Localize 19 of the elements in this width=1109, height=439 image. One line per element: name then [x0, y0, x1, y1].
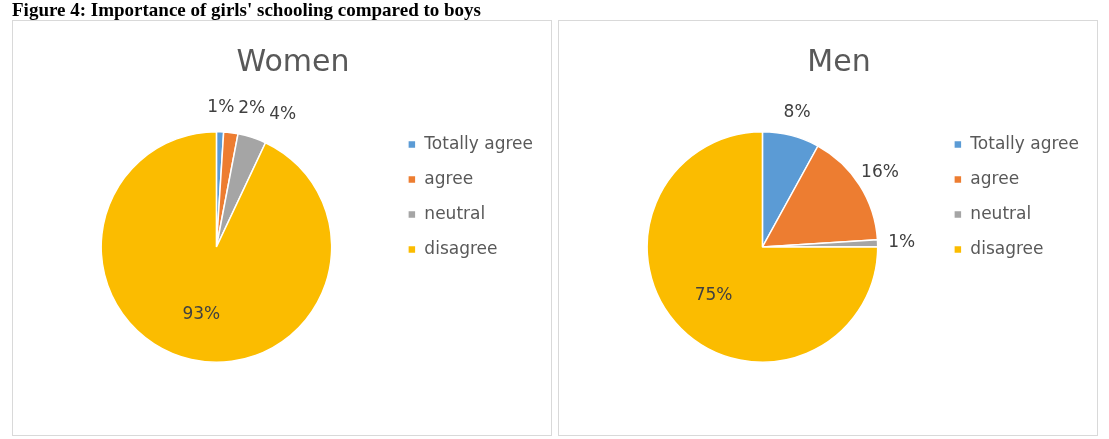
data-label: 1% [207, 96, 235, 117]
data-label: 75% [694, 284, 733, 305]
legend-label: agree [970, 167, 1020, 188]
legend-label: disagree [970, 237, 1044, 258]
data-label: 16% [861, 160, 899, 181]
caption: Figure 4: Importance of girls' schooling compared to boys [11, 0, 482, 20]
legend-label: Totally agree [423, 132, 534, 153]
legend-label: disagree [424, 237, 498, 258]
chart-title: Men [807, 42, 871, 78]
legend-label: Totally agree [969, 132, 1080, 153]
chart-title: Women [236, 42, 350, 78]
legend-label: neutral [970, 202, 1032, 223]
legend-label: neutral [424, 202, 486, 223]
data-label: 2% [238, 97, 266, 118]
data-label: 1% [888, 231, 916, 252]
data-label: 8% [783, 100, 811, 121]
data-label: 93% [182, 302, 221, 323]
legend-label: agree [424, 167, 474, 188]
data-label: 4% [269, 102, 297, 123]
